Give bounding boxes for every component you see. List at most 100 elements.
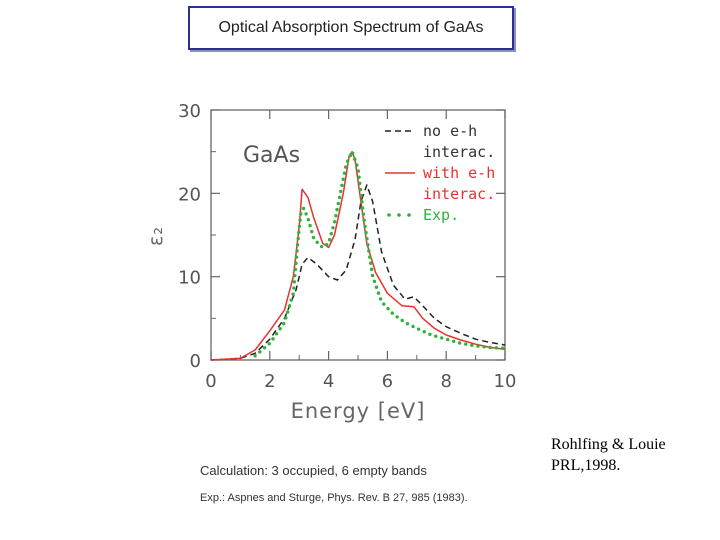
exp-data-point <box>358 181 362 186</box>
exp-data-point <box>297 230 301 235</box>
exp-data-point <box>366 243 370 247</box>
exp-data-point <box>464 342 468 346</box>
exp-data-point <box>451 339 456 343</box>
exp-data-point <box>357 175 361 179</box>
exp-data-point <box>335 207 339 212</box>
exp-data-point <box>299 212 303 216</box>
exp-data-point <box>359 193 363 198</box>
exp-data-point <box>308 223 312 228</box>
citation: Rohlfing & Louie PRL,1998. <box>551 434 711 476</box>
chart-title: GaAs <box>243 143 300 168</box>
exp-data-point <box>360 206 365 210</box>
exp-data-point <box>334 214 338 218</box>
exp-data-point <box>358 187 363 192</box>
exp-data-point <box>343 165 348 169</box>
exp-data-point <box>294 261 298 266</box>
exp-data-point <box>292 286 296 290</box>
exp-data-point <box>368 255 372 259</box>
slide-title: Optical Absorption Spectrum of GaAs <box>188 6 514 50</box>
y-axis-label: ε₂ <box>145 226 167 246</box>
exp-data-point <box>434 334 438 338</box>
y-tick-label: 20 <box>178 184 201 205</box>
exp-data-point <box>369 267 374 272</box>
exp-data-point <box>360 200 364 204</box>
exp-data-point <box>324 243 329 247</box>
series-exp <box>253 151 505 358</box>
exp-data-point <box>311 235 316 240</box>
exp-data-point <box>295 249 299 253</box>
exp-data-point <box>361 212 366 216</box>
exp-data-point <box>315 240 319 244</box>
exp-data-point <box>281 321 286 326</box>
exp-data-point <box>422 330 426 334</box>
x-tick-label: 2 <box>264 371 275 392</box>
exp-data-point <box>271 337 275 341</box>
legend-entry: with e-h <box>423 164 495 182</box>
exp-data-point <box>364 230 368 235</box>
exp-data-point <box>340 183 344 188</box>
exp-data-point <box>446 337 450 342</box>
exp-data-point <box>470 343 474 347</box>
exp-data-point <box>301 206 306 211</box>
exp-data-point <box>258 350 262 354</box>
legend-sample <box>387 213 391 217</box>
exp-data-point <box>332 220 337 224</box>
exp-data-point <box>411 324 415 329</box>
exp-data-point <box>304 212 308 216</box>
x-tick-label: 10 <box>494 371 517 392</box>
exp-data-point <box>382 302 386 306</box>
y-tick-label: 0 <box>190 351 201 372</box>
exp-data-point <box>345 159 350 163</box>
exp-data-point <box>319 244 324 249</box>
exp-data-point <box>253 354 257 358</box>
calculation-note: Calculation: 3 occupied, 6 empty bands <box>200 463 427 478</box>
series-no-e-h-interac <box>210 184 506 361</box>
exp-data-point <box>488 345 492 350</box>
legend-entry: Exp. <box>423 206 459 224</box>
exp-data-point <box>327 237 332 242</box>
exp-data-point <box>440 336 444 340</box>
exp-data-point <box>353 157 357 161</box>
exp-data-point <box>428 332 432 336</box>
citation-authors: Rohlfing & Louie <box>551 436 666 453</box>
exp-data-point <box>362 218 366 223</box>
experiment-reference: Exp.: Aspnes and Sturge, Phys. Rev. B 27… <box>200 492 468 504</box>
exp-data-point <box>337 195 342 200</box>
exp-data-point <box>400 318 404 323</box>
legend-sample <box>397 213 401 217</box>
exp-data-point <box>284 316 288 320</box>
exp-data-point <box>368 261 373 265</box>
exp-data-point <box>356 169 361 173</box>
exp-data-point <box>405 322 410 326</box>
exp-data-point <box>310 229 314 234</box>
exp-data-point <box>365 236 369 241</box>
series-with-e-h-interac <box>210 150 506 361</box>
exp-data-point <box>376 291 381 295</box>
exp-data-point <box>296 236 300 241</box>
exp-data-point <box>298 218 302 222</box>
exp-data-point <box>370 273 375 278</box>
y-tick-label: 10 <box>178 268 201 289</box>
exp-data-point <box>274 332 279 336</box>
exp-data-point <box>482 345 486 349</box>
exp-data-point <box>289 298 293 302</box>
x-tick-label: 8 <box>440 371 451 392</box>
exp-data-point <box>287 304 292 308</box>
exp-data-point <box>267 342 271 346</box>
exp-data-point <box>278 327 282 331</box>
exp-data-point <box>306 217 311 222</box>
x-tick-label: 0 <box>205 371 216 392</box>
exp-data-point <box>390 311 394 315</box>
exp-data-point <box>294 255 299 259</box>
exp-data-point <box>342 171 347 175</box>
exp-data-point <box>372 279 377 284</box>
exp-data-point <box>341 177 345 181</box>
exp-data-point <box>494 346 499 350</box>
exp-data-point <box>291 292 295 296</box>
legend-entry: interac. <box>423 185 495 203</box>
exp-data-point <box>355 163 359 167</box>
legend-sample <box>407 213 411 217</box>
exp-data-point <box>367 249 371 253</box>
x-axis-label: Energy [eV] <box>291 399 426 423</box>
exp-data-point <box>262 346 267 350</box>
